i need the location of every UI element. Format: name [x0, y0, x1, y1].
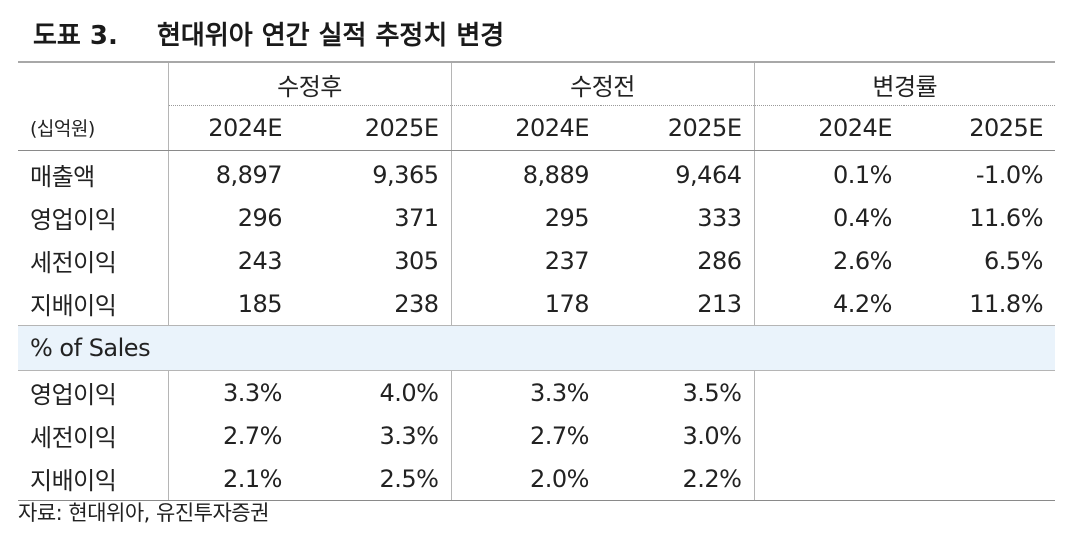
row-label: 매출액 — [30, 163, 95, 191]
table-cell: 286 — [697, 246, 742, 275]
table-cell: 6.5% — [984, 246, 1043, 275]
empty-cell — [904, 457, 1055, 501]
empty-cell — [753, 457, 904, 501]
row-label: 지배이익 — [30, 292, 117, 320]
table-cell: 238 — [394, 289, 439, 318]
table-cell: 185 — [167, 282, 300, 326]
year-header: 2025E — [300, 105, 451, 151]
table-cell: 295 — [450, 196, 601, 239]
table-cell: 237 — [450, 239, 601, 282]
table-cell: 296 — [167, 196, 300, 239]
table-cell: 2.7% — [167, 414, 300, 457]
table-cell: 8,889 — [450, 150, 601, 196]
empty-cell — [753, 414, 904, 457]
table-cell: 3.0% — [682, 421, 742, 450]
group-header-change-rate: 변경률 — [753, 61, 1055, 106]
table-cell: 11.8% — [969, 289, 1043, 318]
table-row: 지배이익 2.1% 2.5% 2.0% 2.2% — [18, 457, 1055, 501]
section-header-row: % of Sales — [18, 325, 1055, 371]
table-cell: 2.7% — [450, 414, 601, 457]
year-header: 2025E — [904, 105, 1055, 151]
table-cell: 2.5% — [300, 457, 451, 501]
table-cell: 333 — [697, 203, 742, 232]
table-row: 세전이익 243 305 237 286 2.6% 6.5% — [18, 239, 1055, 282]
row-label: 세전이익 — [30, 424, 117, 452]
table-cell: 8,897 — [167, 150, 300, 196]
table-cell: 2.2% — [601, 457, 754, 501]
table-cell: -1.0% — [975, 160, 1044, 189]
table-cell: 3.3% — [379, 421, 439, 450]
empty-cell — [753, 370, 904, 414]
figure-title: 도표 3. 현대위아 연간 실적 추정치 변경 — [33, 16, 504, 56]
year-header: 2024E — [167, 105, 300, 151]
table-cell: 2.0% — [450, 457, 601, 501]
group-header-revised: 수정후 — [167, 61, 451, 106]
table-cell: 3.3% — [167, 370, 300, 414]
row-label: 세전이익 — [30, 249, 117, 277]
row-label: 영업이익 — [30, 381, 117, 409]
table-row: 영업이익 3.3% 4.0% 3.3% 3.5% — [18, 370, 1055, 415]
table-cell: 213 — [697, 289, 742, 318]
table-cell: 11.6% — [969, 203, 1043, 232]
table-cell: 178 — [450, 282, 601, 326]
table-cell: 2.6% — [753, 239, 904, 282]
table-cell: 4.0% — [379, 378, 439, 407]
year-header: 2024E — [753, 105, 904, 151]
section-label: % of Sales — [18, 325, 1055, 371]
figure-number: 도표 3. — [33, 21, 118, 51]
table-cell: 371 — [394, 203, 439, 232]
table-cell: 9,365 — [372, 160, 439, 189]
header-row-groups: 수정후 수정전 변경률 — [18, 61, 1055, 106]
source-note: 자료: 현대위아, 유진투자증권 — [18, 501, 269, 525]
row-label: 영업이익 — [30, 206, 117, 234]
year-header: 2024E — [450, 105, 601, 151]
table-cell: 9,464 — [675, 160, 742, 189]
table-cell: 0.4% — [753, 196, 904, 239]
table-row: 영업이익 296 371 295 333 0.4% 11.6% — [18, 196, 1055, 239]
year-header: 2025E — [601, 105, 754, 151]
empty-cell — [904, 371, 1055, 415]
header-corner — [18, 61, 168, 106]
table-cell: 3.5% — [682, 378, 742, 407]
table-row: 매출액 8,897 9,365 8,889 9,464 0.1% -1.0% — [18, 150, 1055, 196]
table-cell: 2.1% — [167, 457, 300, 501]
row-label: 지배이익 — [18, 457, 168, 501]
table-row: 세전이익 2.7% 3.3% 2.7% 3.0% — [18, 414, 1055, 457]
empty-cell — [904, 414, 1055, 457]
estimate-change-table: 수정후 수정전 변경률 (십억원) 2024E 2025E 2024E 2025… — [18, 61, 1055, 501]
table-cell: 3.3% — [450, 370, 601, 414]
header-row-years: (십억원) 2024E 2025E 2024E 2025E 2024E 2025… — [18, 105, 1055, 151]
table-cell: 243 — [167, 239, 300, 282]
table-cell: 305 — [394, 246, 439, 275]
figure-title-text: 현대위아 연간 실적 추정치 변경 — [157, 21, 505, 51]
table-cell: 0.1% — [753, 150, 904, 196]
group-header-previous: 수정전 — [450, 61, 754, 106]
unit-label: (십억원) — [18, 105, 168, 151]
table-row: 지배이익 185 238 178 213 4.2% 11.8% — [18, 282, 1055, 326]
table-cell: 4.2% — [753, 282, 904, 326]
